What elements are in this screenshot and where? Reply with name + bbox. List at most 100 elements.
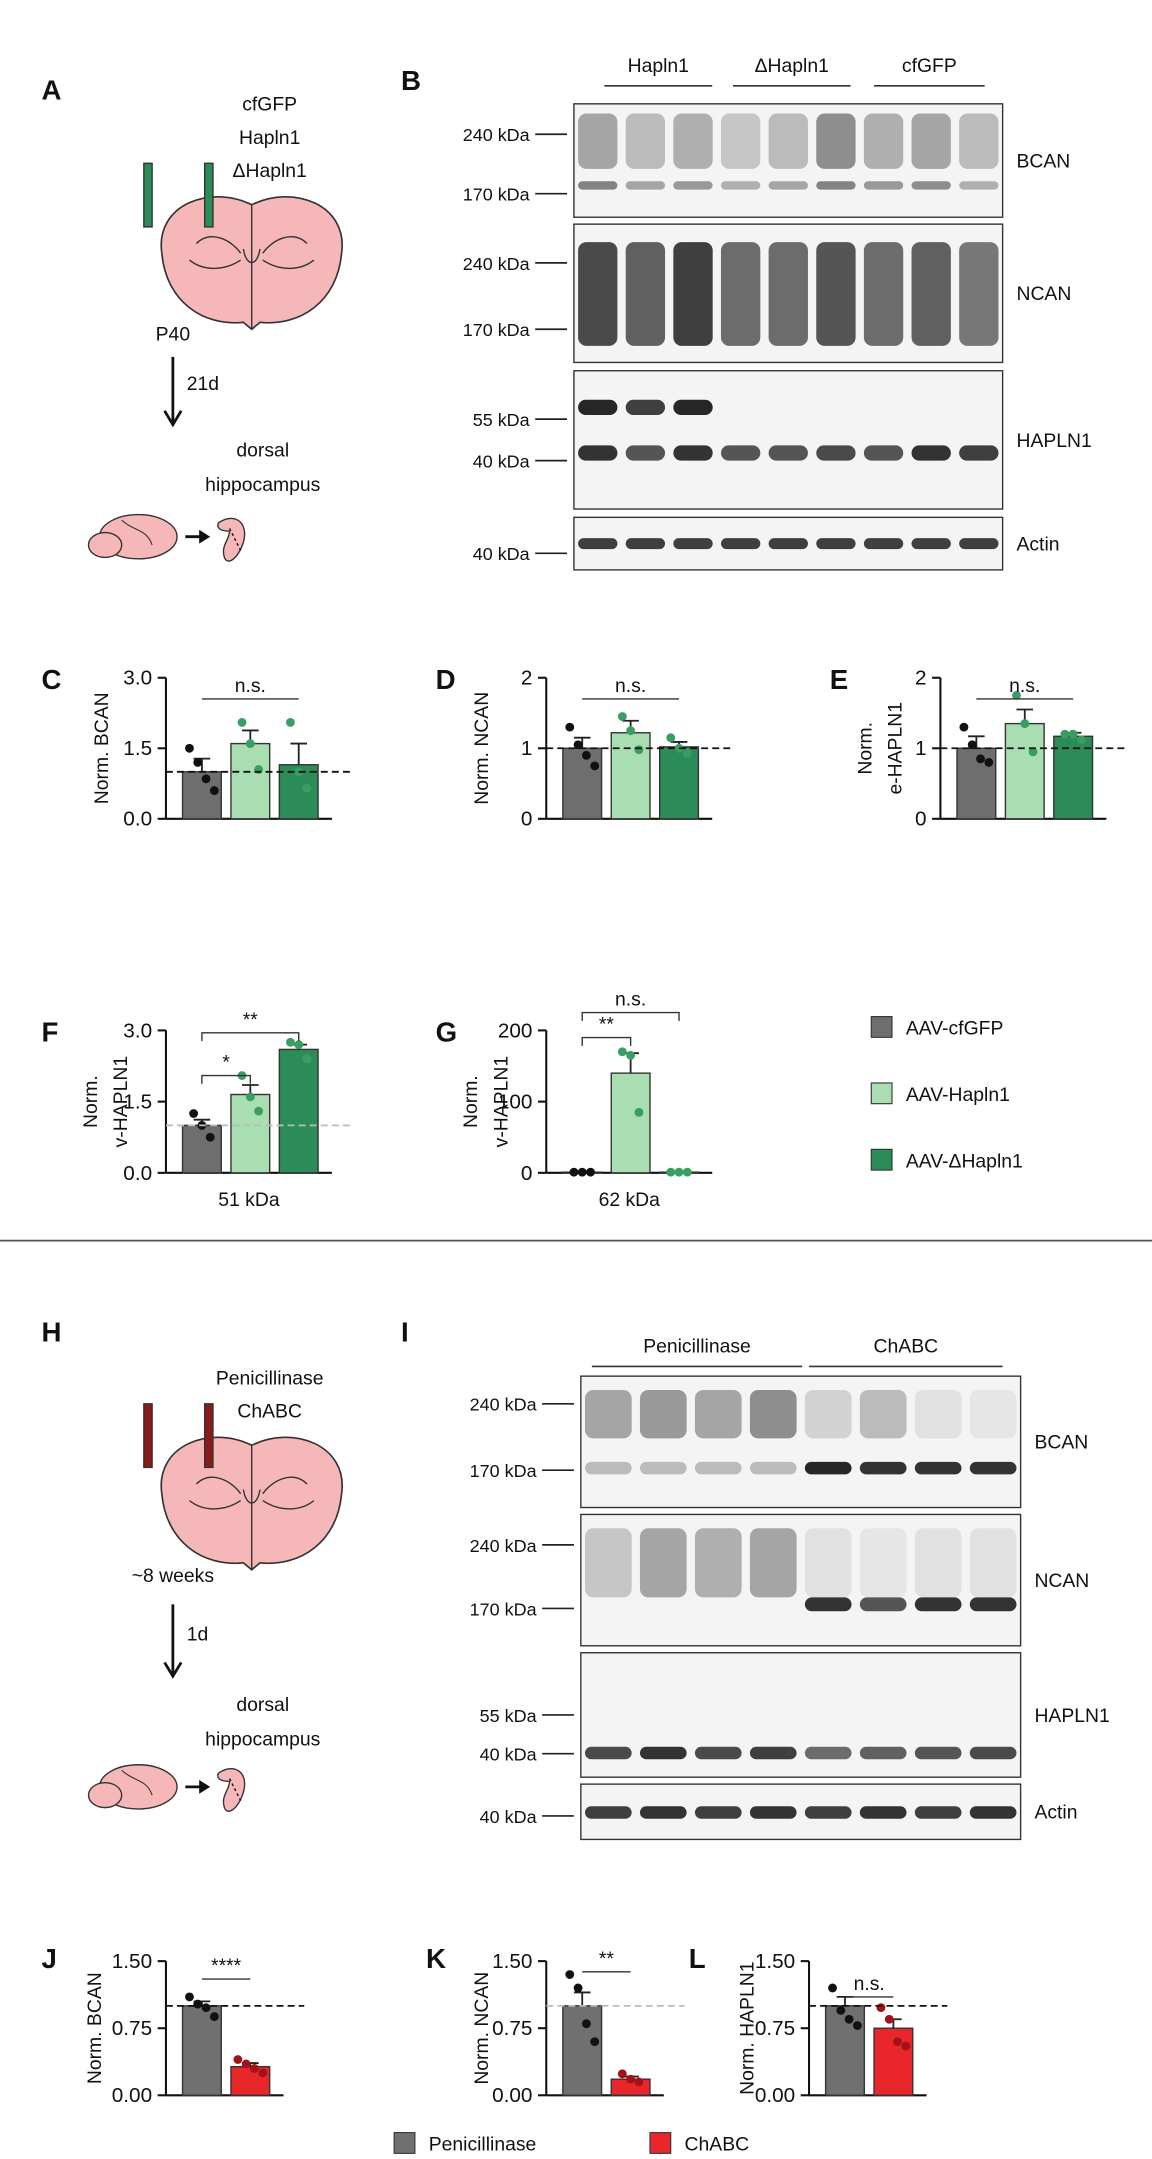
y-tick-label: 3.0 [123,667,152,690]
data-point [237,717,247,727]
blot-band [625,445,666,461]
legend-swatch [393,2132,416,2154]
bar [562,2005,603,2096]
blot-band [673,181,713,190]
data-point [245,1092,255,1102]
blot-band [914,1389,962,1439]
protein-label: BCAN [1034,1432,1088,1454]
blot-band [969,1746,1017,1760]
bar [230,1093,271,1174]
y-tick-label: 3.0 [123,1019,152,1042]
data-point [233,2055,243,2064]
significance-bracket [201,1032,300,1042]
data-point [590,2037,600,2047]
y-axis-label: Norm. HAPLN1 [737,1962,759,2095]
region-label: dorsal [236,439,289,461]
data-point [569,1167,579,1177]
marker-label: 240 kDa [470,1536,537,1556]
blot-strip [573,370,1004,510]
protein-label: NCAN [1034,1570,1089,1592]
blot-strip [580,1375,1022,1509]
error-bar [836,1996,854,2006]
data-point [590,761,600,771]
blot-band [911,445,951,461]
blot-band [749,1528,797,1598]
bar [1004,722,1045,820]
blot-band [804,1528,852,1598]
region-label: hippocampus [205,474,320,496]
blot-strip [573,103,1004,218]
data-point [984,757,994,767]
blot-band [959,538,999,550]
significance-bracket [201,1074,252,1084]
blot-band [694,1389,742,1439]
panel-letter: G [436,1016,458,1047]
region-label: dorsal [236,1694,289,1716]
panel-letter: D [436,664,456,695]
blot-band [859,1389,907,1439]
data-point [1012,690,1021,700]
y-tick-label: 0 [521,1162,533,1185]
blot-band [694,1461,742,1475]
blot-band [673,538,713,550]
blot-band [914,1806,962,1819]
blot-band [639,1806,687,1819]
blot-band [816,538,856,550]
blot-band [863,445,904,461]
bar [658,746,700,820]
error-bar [290,742,308,765]
significance-label: ** [599,1948,615,1970]
data-point [617,2069,627,2079]
legend-swatch [649,2132,672,2154]
marker-label: 240 kDa [470,1395,537,1415]
error-bar [573,736,591,749]
bar [230,742,271,820]
significance-label: n.s. [615,989,646,1011]
y-tick-label: 1.5 [123,1091,152,1114]
data-point [201,2003,211,2013]
data-point [634,745,644,755]
group-label: cfGFP [902,55,957,77]
arrow [163,356,183,428]
protein-label: BCAN [1016,150,1070,172]
group-label: ΔHapln1 [755,55,829,77]
blot-band [639,1389,687,1439]
blot-band [584,1461,632,1475]
protein-label: Actin [1016,534,1059,556]
blot-band [673,445,713,461]
data-point [241,2059,251,2069]
y-tick-label: 2 [521,667,533,690]
blot-band [804,1461,852,1475]
y-tick-label: 0.00 [492,2084,532,2107]
blot-band [694,1528,742,1598]
blot-band [639,1746,687,1760]
blot-band [816,445,856,461]
data-point [626,1050,636,1060]
data-point [302,783,312,793]
legend-label: AAV-Hapln1 [906,1084,1010,1106]
marker-label: 170 kDa [463,185,530,205]
condition-label: Penicillinase [216,1367,324,1389]
blot-band [863,181,904,190]
blot-band [859,1461,907,1475]
significance-label: n.s. [615,675,646,697]
bar [873,2027,914,2096]
condition-label: ΔHapln1 [233,160,307,182]
data-point [666,1167,676,1177]
significance-label: ** [243,1009,259,1031]
data-point [193,1999,203,2009]
y-tick-label: 200 [498,1019,533,1042]
marker-label: 55 kDa [480,1706,537,1726]
blot-strip [580,1513,1022,1647]
panel-letter: H [41,1317,61,1348]
marker-label: 170 kDa [470,1599,537,1619]
blot-band [749,1389,797,1439]
y-axis-label: Norm. [80,1075,102,1128]
condition-label: ChABC [237,1401,302,1423]
significance-label: * [222,1052,230,1074]
data-point [302,1054,312,1064]
data-point [285,1037,295,1047]
marker-label: 40 kDa [473,544,530,564]
